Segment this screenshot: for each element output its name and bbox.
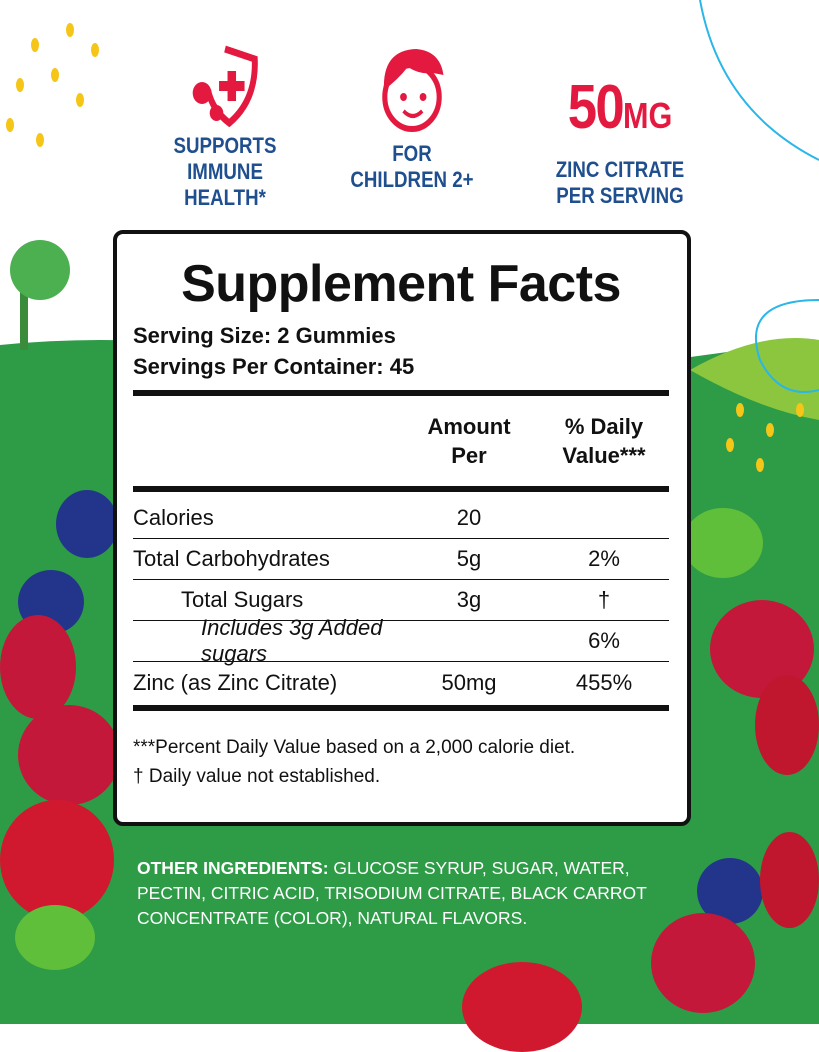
ingredients-text: GLUCOSE SYRUP, SUGAR, WATER, PECTIN, CIT… — [137, 858, 647, 928]
serving-size: Serving Size: 2 Gummies — [133, 323, 396, 348]
supplement-facts-panel: Supplement Facts Serving Size: 2 Gummies… — [113, 230, 691, 826]
facts-rows: Calories 20 Total Carbohydrates 5g 2% Total S… — [133, 498, 669, 703]
badge-immune: SUPPORTS IMMUNE HEALTH* — [144, 45, 306, 211]
badge-line1: ZINC CITRATE — [555, 157, 685, 182]
divider — [133, 486, 669, 492]
ingredients-label: OTHER INGREDIENTS: — [137, 858, 329, 878]
badge-line2: CHILDREN 2+ — [350, 167, 474, 192]
leaf — [683, 508, 763, 578]
footnotes: ***Percent Daily Value based on a 2,000 … — [133, 733, 669, 791]
nutrient-amount: 20 — [456, 505, 482, 530]
nutrient-dv: 455% — [575, 669, 633, 695]
servings-per-container: Servings Per Container: 45 — [133, 354, 415, 379]
divider — [133, 705, 669, 711]
zinc-amount: 50MG — [544, 77, 697, 147]
strawberry — [0, 800, 114, 920]
nutrient-amount: 5g — [456, 546, 482, 571]
nutrient-name: Calories — [133, 505, 214, 530]
nutrient-name: Includes 3g Added sugars — [201, 615, 383, 666]
nutrient-name: Total Carbohydrates — [133, 546, 330, 571]
badge-line2: PER SERVING — [556, 183, 684, 208]
serving-info: Serving Size: 2 Gummies Servings Per Con… — [133, 320, 669, 382]
facts-row: Total Carbohydrates 5g 2% — [133, 539, 669, 580]
child-face-icon — [382, 49, 444, 132]
nutrient-amount: 50mg — [441, 669, 497, 695]
nutrient-name: Total Sugars — [181, 587, 304, 612]
leaf — [15, 905, 95, 970]
zinc-unit: MG — [622, 95, 673, 136]
footnote-dagger: † Daily value not established. — [133, 766, 381, 787]
amount-header: Amount Per — [427, 414, 511, 468]
badge-line2: IMMUNE HEALTH* — [184, 159, 266, 210]
badge-zinc: 50MG ZINC CITRATE PER SERVING — [544, 45, 697, 209]
nutrient-name: Zinc (as Zinc Citrate) — [133, 669, 338, 695]
badge-line1: FOR — [392, 141, 432, 166]
raspberry — [0, 615, 76, 719]
raspberry — [651, 913, 755, 1013]
zinc-value: 50 — [567, 73, 625, 142]
nutrient-dv: 2% — [588, 546, 620, 571]
nutrient-dv: † — [597, 587, 611, 612]
badge-line1: SUPPORTS — [173, 133, 277, 158]
tree-icon — [10, 240, 70, 350]
facts-row: Zinc (as Zinc Citrate) 50mg 455% — [133, 662, 669, 703]
raspberry — [760, 832, 819, 928]
facts-row: Calories 20 — [133, 498, 669, 539]
shield-virus-icon — [192, 45, 258, 128]
facts-title: Supplement Facts — [181, 255, 621, 313]
facts-header: Amount Per % Daily Value*** — [133, 396, 669, 486]
facts-row: Includes 3g Added sugars 6% — [133, 615, 669, 666]
nutrient-amount: 3g — [456, 587, 482, 612]
badge-children: FOR CHILDREN 2+ — [336, 45, 489, 193]
strawberry — [462, 962, 582, 1052]
divider — [133, 390, 669, 396]
other-ingredients: OTHER INGREDIENTS: GLUCOSE SYRUP, SUGAR,… — [137, 856, 677, 931]
facts-row: Total Sugars 3g † — [133, 580, 669, 621]
daily-value-header: % Daily Value*** — [562, 414, 646, 468]
raspberry — [755, 675, 819, 775]
nutrient-dv: 6% — [588, 628, 620, 653]
blueberry — [56, 490, 118, 558]
raspberry — [18, 705, 120, 805]
footnote-dv: ***Percent Daily Value based on a 2,000 … — [133, 737, 576, 758]
